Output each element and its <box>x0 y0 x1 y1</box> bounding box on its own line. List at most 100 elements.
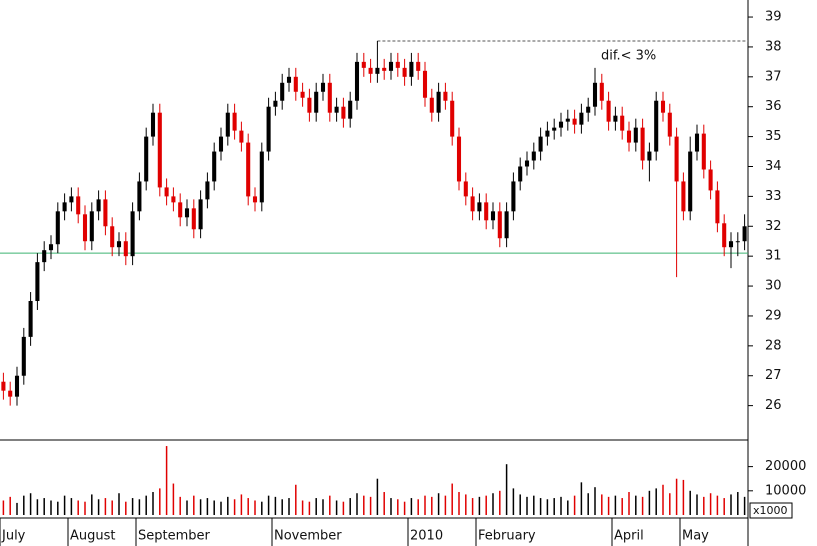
candle-body <box>463 181 468 197</box>
y-tick-label: 27 <box>765 368 782 383</box>
candle-body <box>518 166 523 182</box>
candle-body <box>334 106 339 113</box>
candle-body <box>524 160 530 167</box>
candle-body <box>497 211 502 239</box>
candle-body <box>239 130 244 143</box>
candle-body <box>456 136 462 182</box>
candle-body <box>647 151 652 161</box>
candle-body <box>280 82 285 101</box>
candle-body <box>375 67 380 74</box>
candle-body <box>96 199 101 212</box>
candle-body <box>130 211 135 257</box>
candle-body <box>565 118 570 122</box>
candle-body <box>314 91 319 113</box>
candle-body <box>69 196 74 203</box>
y-tick-label: 36 <box>765 99 782 114</box>
candle-body <box>82 214 88 242</box>
candle-body <box>484 202 489 221</box>
y-tick-label: 29 <box>765 308 782 323</box>
candle-body <box>164 187 169 197</box>
candle-body <box>246 142 251 197</box>
candle-body <box>184 208 190 218</box>
candle-body <box>368 67 373 74</box>
candle-body <box>89 211 94 242</box>
candle-body <box>348 100 353 119</box>
x-tick-label: 2010 <box>410 529 443 544</box>
candle-body <box>681 181 686 212</box>
y-tick-label: 34 <box>765 159 782 174</box>
y-tick-label: 37 <box>765 69 782 84</box>
candle-body <box>341 106 346 119</box>
y-tick-label: 32 <box>765 219 782 234</box>
candle-body <box>592 82 598 107</box>
candle-body <box>361 61 366 68</box>
candle-body <box>307 97 312 113</box>
candle-body <box>708 169 713 191</box>
candle-body <box>150 112 156 137</box>
candle-body <box>191 208 196 230</box>
candle-body <box>76 196 81 215</box>
candle-body <box>613 115 618 122</box>
x-tick-label: May <box>682 529 709 544</box>
candle-body <box>504 211 509 239</box>
candle-body <box>450 100 455 137</box>
candle-body <box>382 67 387 71</box>
volume-tick-label: 10000 <box>765 483 806 498</box>
candle-body <box>123 241 128 257</box>
candle-body <box>48 244 54 251</box>
annotation: dif.< 3% <box>601 48 656 63</box>
candle-body <box>667 112 672 137</box>
candle-body <box>728 241 734 248</box>
candle-body <box>286 76 292 83</box>
candle-body <box>137 181 142 212</box>
candle-body <box>633 127 638 143</box>
candle-body <box>722 223 727 248</box>
candle-body <box>654 100 659 152</box>
candle-body <box>171 196 176 203</box>
candle-body <box>626 130 632 143</box>
y-tick-label: 26 <box>765 398 782 413</box>
candle-body <box>110 226 115 248</box>
candle-body <box>436 91 441 113</box>
y-tick-label: 38 <box>765 39 782 54</box>
candle-body <box>558 121 564 128</box>
x-tick-label: April <box>614 529 644 544</box>
candle-body <box>300 91 305 98</box>
candle-body <box>205 181 210 200</box>
candle-body <box>1 381 6 391</box>
y-tick-label: 30 <box>765 279 782 294</box>
candle-body <box>701 133 706 170</box>
candle-body <box>35 262 40 302</box>
candle-body <box>388 61 394 71</box>
candle-body <box>477 202 482 212</box>
candle-body <box>572 118 577 125</box>
candle-body <box>429 97 434 113</box>
candle-body <box>21 336 26 376</box>
candle-body <box>55 211 60 245</box>
candle-body <box>218 136 224 152</box>
candle-body <box>232 112 237 131</box>
candle-body <box>490 211 496 221</box>
x-tick-label: November <box>274 529 342 544</box>
candle-body <box>116 241 122 248</box>
unit-box <box>749 502 793 519</box>
y-tick-label: 28 <box>765 338 782 353</box>
candle-body <box>327 82 332 113</box>
candle-body <box>694 133 700 152</box>
x-tick-label: July <box>1 529 26 544</box>
candle-body <box>688 151 693 212</box>
candle-body <box>8 390 13 397</box>
candle-body <box>28 301 33 337</box>
candle-body <box>443 91 448 101</box>
candle-body <box>144 136 149 182</box>
candle-body <box>395 61 400 68</box>
candle-body <box>178 202 183 218</box>
candle-body <box>266 106 271 152</box>
candle-body <box>606 100 611 122</box>
candle-body <box>742 226 747 242</box>
candle-body <box>470 196 475 212</box>
candle-body <box>416 61 421 71</box>
candle-body <box>62 202 67 212</box>
candle-body <box>552 127 557 131</box>
